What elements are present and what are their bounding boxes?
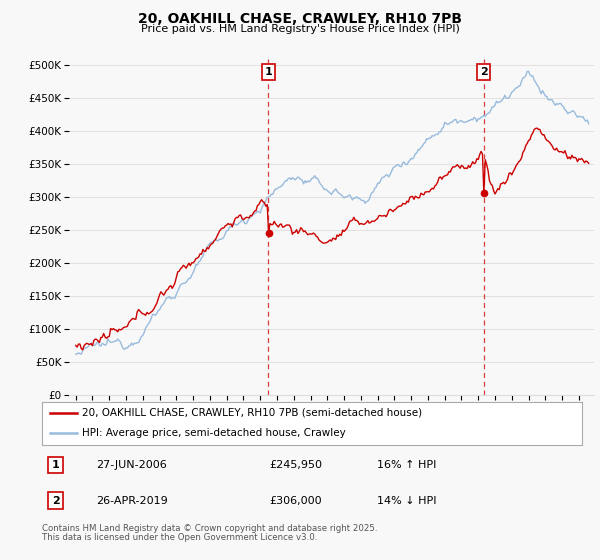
Text: This data is licensed under the Open Government Licence v3.0.: This data is licensed under the Open Gov…	[42, 533, 317, 542]
Text: 20, OAKHILL CHASE, CRAWLEY, RH10 7PB (semi-detached house): 20, OAKHILL CHASE, CRAWLEY, RH10 7PB (se…	[83, 408, 422, 418]
Text: 16% ↑ HPI: 16% ↑ HPI	[377, 460, 436, 470]
Text: 20, OAKHILL CHASE, CRAWLEY, RH10 7PB: 20, OAKHILL CHASE, CRAWLEY, RH10 7PB	[138, 12, 462, 26]
Text: HPI: Average price, semi-detached house, Crawley: HPI: Average price, semi-detached house,…	[83, 428, 346, 438]
Text: 2: 2	[52, 496, 59, 506]
Text: 27-JUN-2006: 27-JUN-2006	[96, 460, 167, 470]
Text: 2: 2	[480, 67, 488, 77]
Text: 1: 1	[52, 460, 59, 470]
Text: £306,000: £306,000	[269, 496, 322, 506]
Text: 26-APR-2019: 26-APR-2019	[96, 496, 168, 506]
Text: Contains HM Land Registry data © Crown copyright and database right 2025.: Contains HM Land Registry data © Crown c…	[42, 524, 377, 533]
Text: Price paid vs. HM Land Registry's House Price Index (HPI): Price paid vs. HM Land Registry's House …	[140, 24, 460, 34]
Text: £245,950: £245,950	[269, 460, 322, 470]
Text: 1: 1	[265, 67, 272, 77]
Text: 14% ↓ HPI: 14% ↓ HPI	[377, 496, 436, 506]
